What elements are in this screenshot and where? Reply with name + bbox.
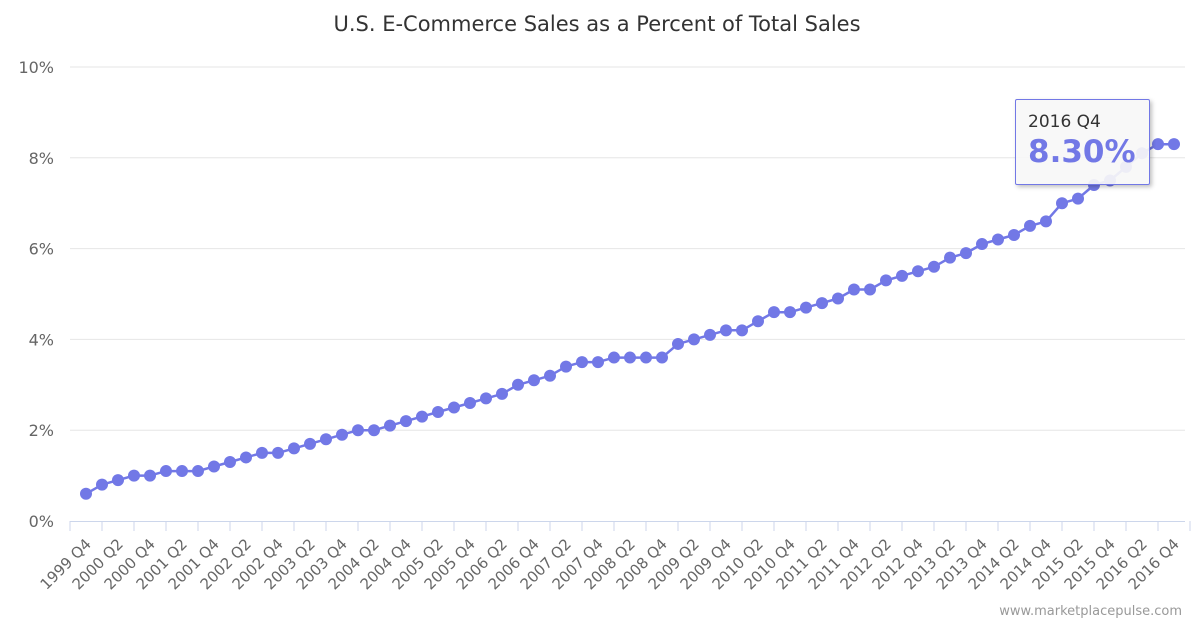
data-point [352, 424, 364, 437]
y-axis-ticks: 0% 2% 4% 6% 8% 10% [18, 58, 54, 531]
data-point [464, 396, 476, 409]
data-point [896, 269, 908, 282]
data-point [560, 360, 572, 373]
data-point [736, 324, 748, 337]
y-tick-label: 8% [29, 149, 54, 168]
data-point [1072, 192, 1084, 205]
data-point [544, 369, 556, 382]
data-point [816, 297, 828, 310]
data-point [288, 442, 300, 455]
y-tick-label: 10% [18, 58, 54, 77]
data-point [80, 487, 92, 500]
data-point [1056, 197, 1068, 210]
tooltip-category: 2016 Q4 [1028, 112, 1101, 132]
data-point [928, 260, 940, 273]
data-point [688, 333, 700, 346]
chart-title: U.S. E-Commerce Sales as a Percent of To… [333, 12, 861, 36]
data-point [320, 433, 332, 446]
tooltip-value: 8.30% [1028, 134, 1136, 170]
y-tick-label: 6% [29, 240, 54, 259]
data-point [480, 392, 492, 405]
data-point [400, 415, 412, 428]
data-point [832, 292, 844, 305]
data-point [208, 460, 220, 473]
data-point [432, 406, 444, 419]
data-point [304, 437, 316, 450]
data-point [256, 446, 268, 459]
data-point [112, 474, 124, 487]
data-point [576, 356, 588, 369]
data-point [384, 419, 396, 432]
data-point [1024, 219, 1036, 232]
y-tick-label: 2% [29, 421, 54, 440]
data-point [1168, 138, 1180, 151]
data-point [160, 465, 172, 478]
data-point [864, 283, 876, 296]
data-point [608, 351, 620, 364]
data-point [192, 465, 204, 478]
data-point [144, 469, 156, 482]
data-point [96, 478, 108, 491]
credit-link[interactable]: www.marketplacepulse.com [999, 604, 1182, 619]
data-point [992, 233, 1004, 246]
data-point [240, 451, 252, 464]
data-series [80, 138, 1180, 500]
data-point [640, 351, 652, 364]
data-point [656, 351, 668, 364]
data-point [752, 315, 764, 328]
data-point [912, 265, 924, 278]
data-point [880, 274, 892, 287]
data-point [128, 469, 140, 482]
data-point [448, 401, 460, 414]
data-point [720, 324, 732, 337]
data-point [672, 337, 684, 350]
data-point [368, 424, 380, 437]
data-point [512, 378, 524, 391]
data-point [176, 465, 188, 478]
data-point [528, 374, 540, 387]
data-point [1008, 228, 1020, 241]
y-tick-label: 4% [29, 330, 54, 349]
data-point [800, 301, 812, 314]
y-tick-label: 0% [29, 512, 54, 531]
data-point [592, 356, 604, 369]
data-point [496, 387, 508, 400]
data-point [416, 410, 428, 423]
data-point [784, 306, 796, 319]
series-line [85, 142, 1174, 495]
data-point [944, 251, 956, 264]
data-point [336, 428, 348, 441]
data-point [1040, 215, 1052, 228]
data-point [848, 283, 860, 296]
data-point [976, 238, 988, 251]
data-point [272, 446, 284, 459]
gridlines [70, 66, 1185, 431]
data-point [624, 351, 636, 364]
data-point [224, 455, 236, 468]
data-point [768, 306, 780, 319]
tooltip: 2016 Q4 8.30% [1015, 99, 1150, 185]
data-point [960, 247, 972, 260]
data-point [1152, 138, 1164, 151]
data-point [704, 328, 716, 341]
